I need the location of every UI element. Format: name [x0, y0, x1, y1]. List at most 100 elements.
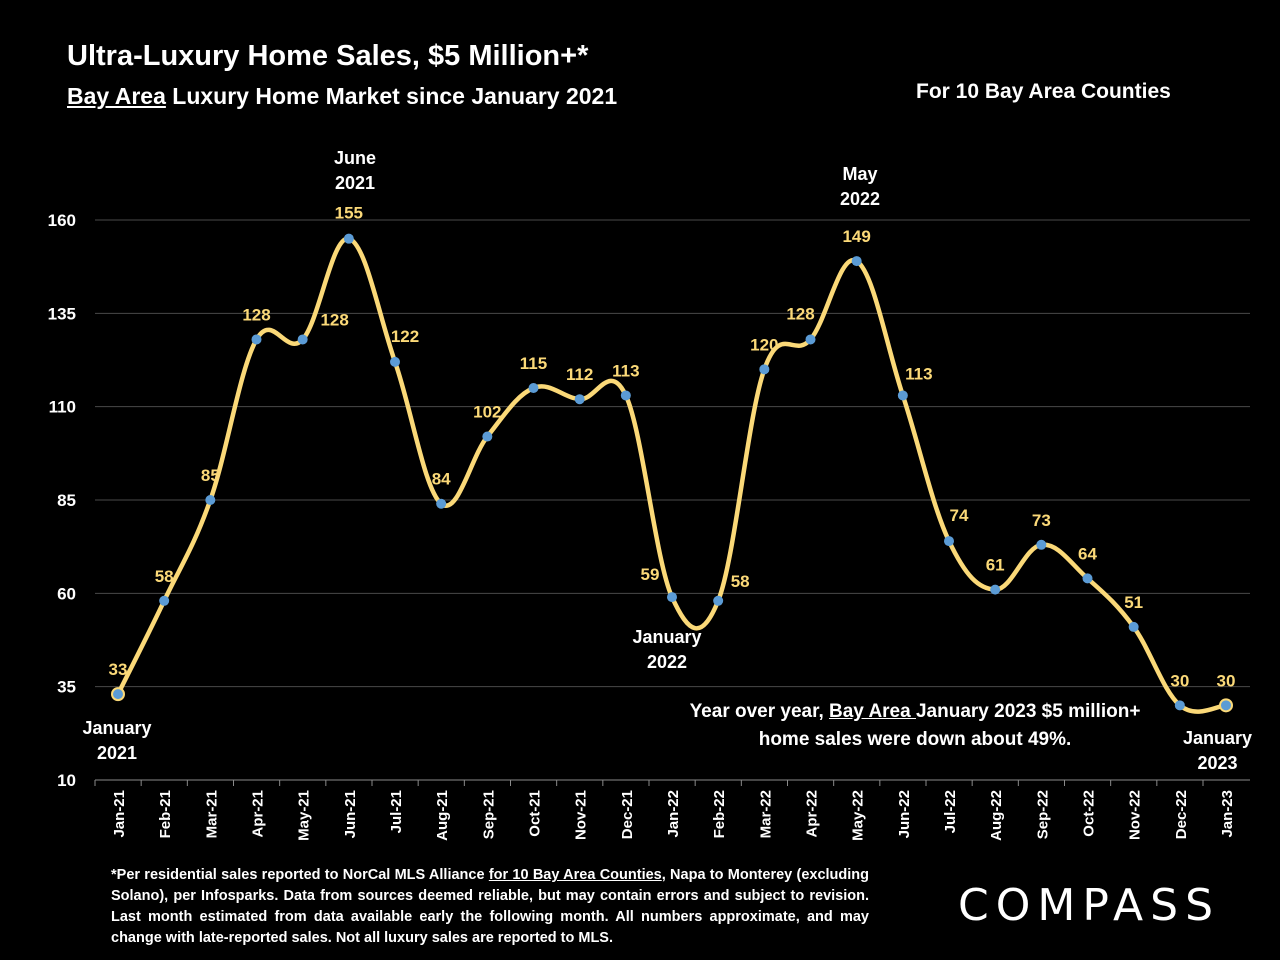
- x-tick-label: Aug-21: [434, 790, 451, 841]
- x-tick-label: Jan-21: [111, 790, 128, 838]
- y-tick-label: 10: [57, 771, 76, 790]
- data-label: 51: [1124, 593, 1143, 612]
- x-tick-label: Oct-22: [1081, 790, 1098, 837]
- x-tick-label: May-22: [850, 790, 867, 841]
- data-point: [343, 233, 354, 244]
- data-point: [944, 536, 954, 547]
- annotation-peak-june-2021: June 2021: [333, 148, 376, 193]
- x-tick-label: Apr-21: [250, 790, 267, 838]
- data-label: 128: [320, 310, 348, 329]
- footnote: *Per residential sales reported to NorCa…: [111, 865, 869, 949]
- x-tick-label: May-21: [296, 790, 313, 841]
- yoy-text-post: January 2023 $5 million+ home sales were…: [758, 701, 1141, 750]
- compass-logo: COMPASS: [958, 880, 1220, 931]
- data-point: [805, 334, 816, 345]
- data-point: [390, 356, 400, 367]
- data-label: 61: [986, 556, 1005, 575]
- data-point: [620, 390, 631, 401]
- subtitle-text: Luxury Home Market since January 2021: [165, 83, 618, 109]
- data-point: [205, 495, 216, 505]
- data-label: 84: [432, 470, 451, 489]
- data-point: [251, 334, 262, 345]
- series-line: [115, 236, 1227, 714]
- y-tick-label: 110: [49, 398, 76, 417]
- data-point: [1174, 700, 1185, 711]
- x-tick-label: Jan-22: [665, 790, 682, 838]
- data-point: [482, 431, 493, 442]
- yoy-callout: Year over year, Bay Area January 2023 $5…: [680, 698, 1150, 754]
- data-point: [297, 334, 308, 345]
- data-label: 128: [786, 304, 814, 323]
- data-label: 113: [612, 361, 639, 380]
- annotation-trough-january-2022: January 2022: [632, 627, 702, 672]
- annotation-end: January 2023: [1182, 728, 1253, 773]
- data-label: 30: [1170, 671, 1189, 690]
- data-point: [574, 394, 585, 405]
- data-label: 58: [155, 567, 174, 586]
- chart-title: Ultra-Luxury Home Sales, $5 Million+*: [67, 40, 589, 72]
- data-label: 33: [109, 660, 128, 679]
- footnote-pre: *Per residential sales reported to NorCa…: [111, 867, 489, 883]
- data-label: 64: [1078, 544, 1097, 563]
- x-tick-label: Jun-21: [342, 790, 359, 838]
- data-label: 102: [473, 403, 501, 422]
- x-tick-label: Mar-22: [757, 790, 774, 838]
- data-point: [667, 592, 677, 603]
- data-point: [851, 256, 862, 267]
- data-point: [897, 390, 908, 401]
- x-tick-label: Sep-21: [480, 790, 497, 839]
- x-tick-label: Dec-22: [1173, 790, 1190, 839]
- data-point: [990, 584, 1001, 595]
- subtitle-region: Bay Area: [67, 83, 166, 109]
- data-label: 85: [201, 466, 220, 485]
- data-label: 73: [1032, 511, 1051, 530]
- data-point: [1036, 539, 1047, 550]
- x-tick-label: Feb-21: [157, 790, 174, 838]
- x-tick-label: Aug-22: [988, 790, 1005, 841]
- data-label: 113: [905, 364, 932, 383]
- y-tick-label: 60: [57, 584, 76, 603]
- scope-label: For 10 Bay Area Counties: [916, 80, 1171, 103]
- y-tick-label: 85: [57, 491, 76, 510]
- x-tick-label: Jun-22: [896, 790, 913, 838]
- data-point: [1128, 621, 1139, 632]
- data-label: 128: [242, 305, 270, 324]
- x-tick-label: Feb-22: [711, 790, 728, 838]
- x-tick-label: Nov-21: [573, 790, 590, 840]
- footnote-scope: for 10 Bay Area Counties: [488, 867, 662, 883]
- x-tick-label: Mar-21: [203, 790, 220, 838]
- data-point: [759, 364, 770, 375]
- data-label: 112: [566, 365, 593, 384]
- x-tick-label: Jul-21: [388, 790, 405, 833]
- data-label: 122: [391, 327, 419, 346]
- data-label: 155: [335, 204, 363, 223]
- data-point: [159, 595, 170, 606]
- chart-subtitle: Bay Area Luxury Home Market since Januar…: [67, 83, 617, 110]
- annotation-peak-may-2022: May 2022: [839, 164, 881, 209]
- y-tick-label: 135: [48, 304, 76, 323]
- data-label: 30: [1217, 671, 1236, 690]
- data-point: [528, 383, 539, 393]
- y-tick-label: 35: [57, 678, 76, 697]
- x-tick-label: Dec-21: [619, 790, 636, 839]
- x-tick-label: Jul-22: [942, 790, 959, 833]
- x-tick-label: Jan-23: [1219, 790, 1236, 838]
- data-label: 149: [842, 227, 870, 246]
- data-label: 120: [750, 335, 778, 354]
- yoy-region: Bay Area: [829, 701, 916, 722]
- footnote-post: , Napa to Monterey (excluding Solano), p…: [111, 867, 869, 946]
- data-label: 115: [520, 354, 547, 373]
- data-point: [436, 498, 447, 509]
- x-tick-label: Apr-22: [804, 790, 821, 838]
- x-tick-label: Nov-22: [1127, 790, 1144, 840]
- data-label: 74: [950, 506, 969, 525]
- data-point: [1219, 698, 1233, 713]
- x-tick-label: Oct-21: [527, 790, 544, 837]
- data-label: 58: [731, 572, 750, 591]
- yoy-text-pre: Year over year,: [689, 701, 830, 722]
- data-point: [713, 595, 724, 606]
- data-point: [1082, 573, 1093, 584]
- data-point: [111, 687, 125, 702]
- x-tick-label: Sep-22: [1034, 790, 1051, 839]
